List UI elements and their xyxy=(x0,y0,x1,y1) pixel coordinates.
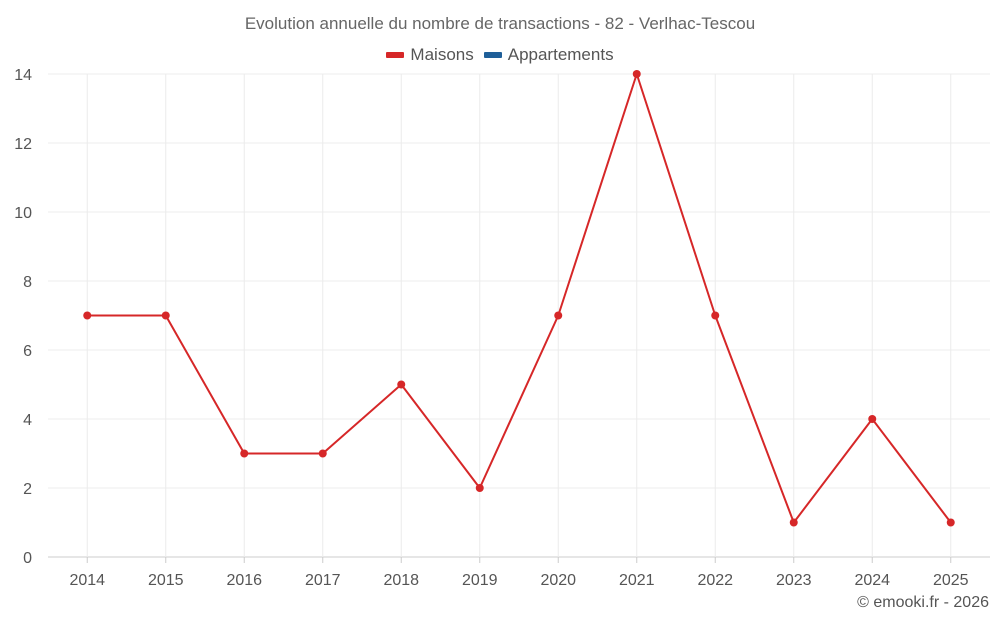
x-tick-label: 2023 xyxy=(776,572,812,589)
x-tick-label: 2020 xyxy=(540,572,576,589)
data-point-maisons xyxy=(83,311,92,320)
legend-item-maisons[interactable]: Maisons xyxy=(386,45,474,65)
data-point-maisons xyxy=(711,311,720,320)
x-tick-label: 2014 xyxy=(69,572,105,589)
legend-label-appartements: Appartements xyxy=(507,45,614,64)
data-point-maisons xyxy=(161,311,170,320)
data-point-maisons xyxy=(240,449,249,458)
data-point-maisons xyxy=(946,518,955,527)
x-tick-label: 2016 xyxy=(226,572,262,589)
y-tick-label: 8 xyxy=(23,274,32,291)
data-point-maisons xyxy=(868,415,877,423)
x-tick-label: 2017 xyxy=(305,572,341,589)
y-tick-label: 4 xyxy=(23,412,32,429)
y-tick-label: 10 xyxy=(14,205,32,222)
data-point-maisons xyxy=(318,449,327,458)
data-point-maisons xyxy=(789,518,798,527)
legend-swatch-maisons xyxy=(386,52,405,58)
chart-title: Evolution annuelle du nombre de transact… xyxy=(244,14,756,33)
series-line-maisons xyxy=(87,73,952,524)
y-tick-label: 14 xyxy=(14,67,32,84)
data-point-maisons xyxy=(554,311,563,320)
data-point-maisons xyxy=(475,484,484,492)
legend-swatch-appartements xyxy=(483,52,502,58)
y-tick-label: 0 xyxy=(23,550,32,567)
x-tick-label: 2021 xyxy=(619,572,655,589)
data-point-maisons xyxy=(632,70,641,78)
x-tick-label: 2015 xyxy=(148,572,184,589)
y-tick-label: 2 xyxy=(23,481,32,498)
x-tick-label: 2019 xyxy=(462,572,498,589)
x-tick-label: 2018 xyxy=(383,572,419,589)
x-tick-label: 2024 xyxy=(854,572,890,589)
y-tick-label: 12 xyxy=(14,136,32,153)
legend-label-maisons: Maisons xyxy=(410,45,474,64)
data-point-maisons xyxy=(397,380,406,389)
x-tick-label: 2022 xyxy=(697,572,733,589)
y-tick-label: 6 xyxy=(23,343,32,360)
x-tick-label: 2025 xyxy=(933,572,969,589)
legend: Maisons Appartements xyxy=(0,45,1000,65)
legend-item-appartements[interactable]: Appartements xyxy=(483,45,614,65)
credit: © emooki.fr - 2026 xyxy=(857,594,989,611)
